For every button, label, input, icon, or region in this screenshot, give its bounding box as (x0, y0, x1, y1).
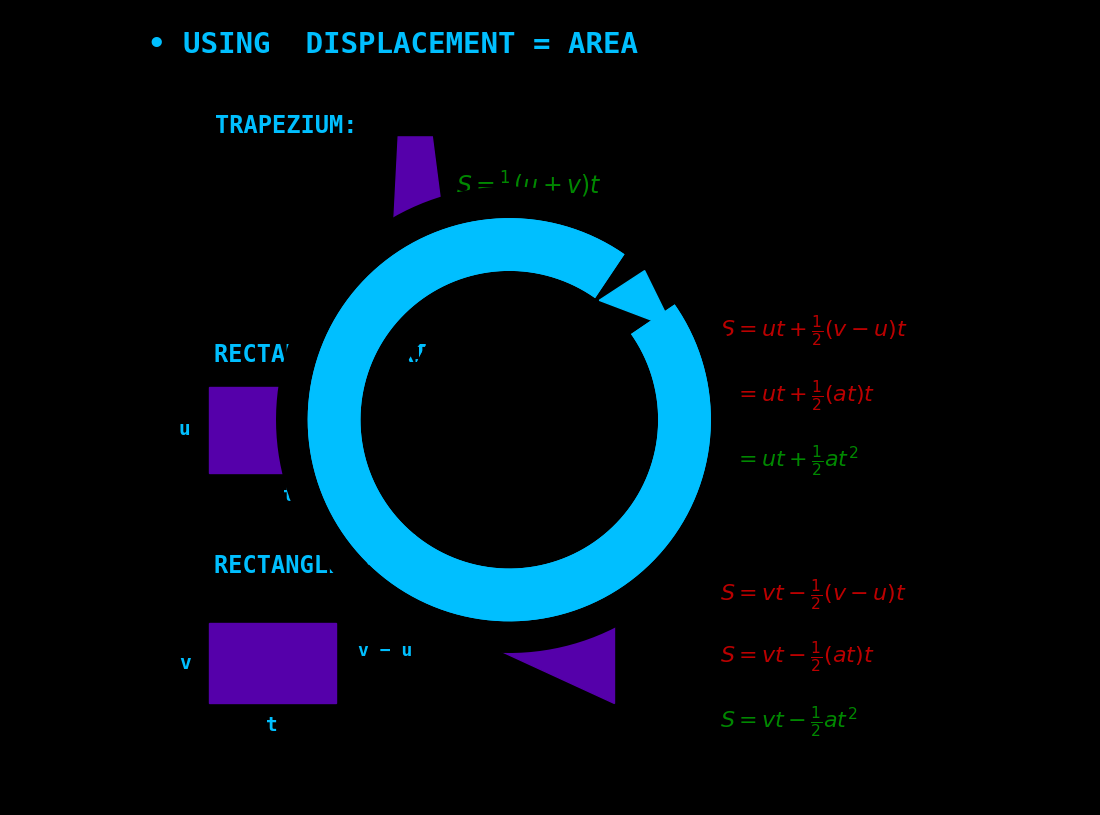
Text: RECTANGLE − TRIANGLE:: RECTANGLE − TRIANGLE: (214, 554, 514, 579)
Polygon shape (406, 297, 613, 542)
Text: $S = \frac{1}{2}(u + v)t$: $S = \frac{1}{2}(u + v)t$ (456, 169, 603, 206)
Text: u: u (179, 421, 190, 439)
Polygon shape (418, 387, 600, 473)
Text: $S = vt - \frac{1}{2}(at)t$: $S = vt - \frac{1}{2}(at)t$ (720, 639, 874, 673)
Text: v − u: v − u (359, 642, 412, 660)
Polygon shape (406, 297, 613, 542)
Polygon shape (600, 271, 673, 328)
Bar (209, 387, 368, 473)
Polygon shape (392, 137, 449, 265)
Text: $S = vt - \frac{1}{2}(v - u)t$: $S = vt - \frac{1}{2}(v - u)t$ (720, 578, 907, 612)
Text: • USING  DISPLACEMENT = AREA: • USING DISPLACEMENT = AREA (148, 31, 638, 59)
Polygon shape (440, 623, 614, 703)
Bar (209, 623, 336, 703)
Text: TRAPEZIUM:: TRAPEZIUM: (214, 114, 358, 139)
Text: v: v (179, 654, 190, 672)
Text: $S = ut + \frac{1}{2}at^2$: $S = ut + \frac{1}{2}at^2$ (720, 443, 859, 478)
Text: RECTANGLE + TRIANGLE:: RECTANGLE + TRIANGLE: (214, 342, 514, 367)
Polygon shape (343, 506, 416, 564)
Text: $S = ut + \frac{1}{2}(at)t$: $S = ut + \frac{1}{2}(at)t$ (720, 378, 876, 412)
Text: t: t (266, 716, 278, 735)
Text: v − u: v − u (627, 394, 681, 412)
Text: $S = ut + \frac{1}{2}(v - u)t$: $S = ut + \frac{1}{2}(v - u)t$ (720, 313, 909, 347)
Text: t: t (521, 591, 532, 610)
Text: t: t (283, 486, 295, 505)
Text: t: t (503, 486, 515, 505)
Text: $S = vt - \frac{1}{2}at^2$: $S = vt - \frac{1}{2}at^2$ (720, 704, 858, 738)
